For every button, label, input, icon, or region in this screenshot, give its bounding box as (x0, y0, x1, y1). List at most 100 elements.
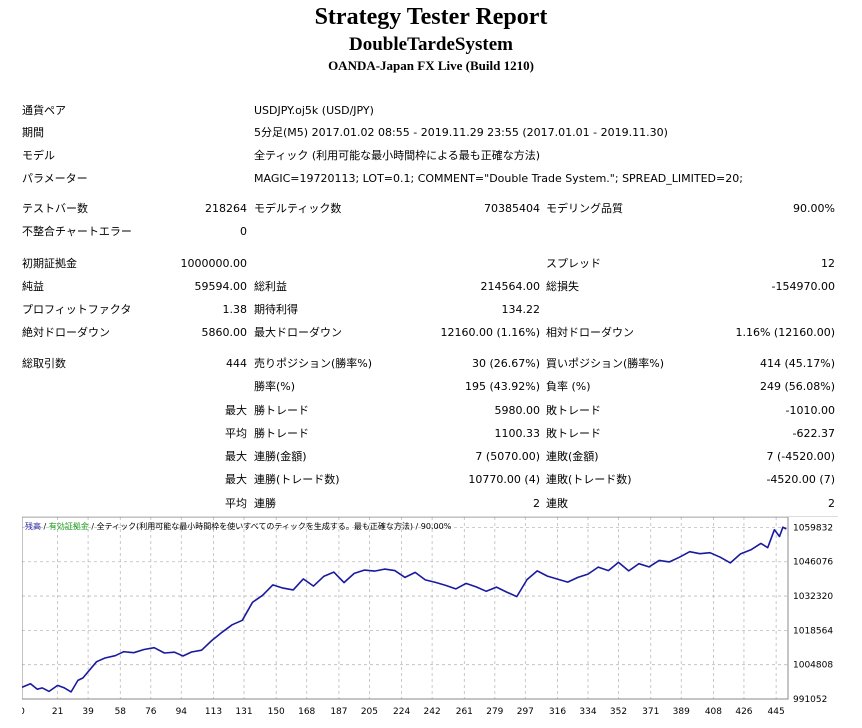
net-profit-value: 59594.00 (194, 280, 248, 293)
y-tick-label: 1046076 (793, 558, 833, 568)
ticks-label: モデルティック数 (254, 202, 342, 215)
x-tick-label: 352 (610, 707, 627, 717)
largest-qualifier: 最大 (225, 404, 247, 417)
x-tick-label: 316 (549, 707, 566, 717)
params-label: パラメーター (22, 172, 88, 185)
win-rate-label: 勝率(%) (254, 380, 296, 393)
report-title: Strategy Tester Report (314, 4, 548, 30)
bars-label: テストバー数 (22, 202, 88, 215)
average-consecutive-qualifier: 平均 (225, 497, 247, 510)
x-tick-label: 0 (22, 707, 25, 717)
avg-consecutive-losses-value: 2 (828, 497, 835, 510)
loss-rate-value: 249 (56.08%) (759, 380, 835, 393)
x-tick-label: 334 (579, 707, 596, 717)
mismatch-label: 不整合チャートエラー (22, 225, 132, 238)
params-value: MAGIC=19720113; LOT=0.1; COMMENT="Double… (254, 172, 743, 185)
x-tick-label: 426 (735, 707, 752, 717)
symbol-value: USDJPY.oj5k (USD/JPY) (254, 104, 374, 117)
chart-grid (21, 517, 788, 700)
consecutive-losses-count-label: 連敗(トレード数) (546, 473, 632, 486)
chart-background (22, 517, 838, 725)
x-tick-label: 205 (361, 707, 378, 717)
y-tick-label: 1059832 (793, 523, 833, 533)
gross-loss-label: 総損失 (546, 280, 579, 293)
absolute-drawdown-value: 5860.00 (201, 326, 248, 339)
quality-value: 90.00% (793, 202, 835, 215)
x-tick-label: 371 (642, 707, 659, 717)
bars-value: 218264 (205, 202, 247, 215)
gross-loss-value: -154970.00 (771, 280, 835, 293)
max-consecutive-qualifier: 最大 (225, 450, 247, 463)
x-tick-label: 279 (486, 707, 503, 717)
series-line-balance (21, 526, 787, 693)
average-win-label: 勝トレード (254, 427, 309, 440)
spread-value: 12 (821, 257, 835, 270)
x-tick-label: 445 (768, 707, 785, 717)
profit-factor-label: プロフィットファクタ (22, 303, 132, 316)
maximal-drawdown-value: 12160.00 (1.16%) (440, 326, 540, 339)
largest-loss-value: -1010.00 (785, 404, 835, 417)
deposit-label: 初期証拠金 (22, 257, 77, 270)
legend-quality: 90.00% (421, 522, 452, 531)
legend: 残高 / 有効証拠金 / 全ティック(利用可能な最小時間枠を使いすべてのティック… (25, 521, 452, 531)
x-tick-label: 94 (176, 707, 188, 717)
expected-payoff-value: 134.22 (501, 303, 541, 316)
average-loss-label: 敗トレード (546, 427, 601, 440)
consecutive-losses-amount-label: 連敗(金額) (546, 450, 599, 463)
legend-sep-2: / (91, 522, 96, 531)
expert-name: DoubleTardeSystem (349, 34, 513, 55)
gross-profit-label: 総利益 (254, 280, 287, 293)
average-qualifier: 平均 (225, 427, 247, 440)
avg-consecutive-losses-label: 連敗 (546, 497, 568, 510)
avg-consecutive-wins-value: 2 (533, 497, 540, 510)
profit-factor-value: 1.38 (222, 303, 248, 316)
y-tick-label: 991052 (793, 695, 827, 705)
gross-profit-value: 214564.00 (480, 280, 541, 293)
long-positions-value: 414 (45.17%) (759, 357, 835, 370)
max-consecutive-count-qualifier: 最大 (225, 473, 247, 486)
consecutive-losses-count-value: -4520.00 (7) (766, 473, 835, 486)
consecutive-wins-count-label: 連勝(トレード数) (254, 473, 340, 486)
x-tick-label: 261 (456, 707, 473, 717)
legend-description: 全ティック(利用可能な最小時間枠を使いすべてのティックを生成する。最も正確な方法… (97, 521, 413, 531)
maximal-drawdown-label: 最大ドローダウン (254, 326, 342, 339)
x-tick-label: 76 (145, 707, 157, 717)
x-tick-label: 297 (517, 707, 534, 717)
consecutive-wins-amount-label: 連勝(金額) (254, 450, 307, 463)
average-loss-value: -622.37 (792, 427, 835, 440)
legend-equity: 有効証拠金 (49, 521, 89, 531)
symbol-label: 通貨ペア (22, 104, 66, 117)
model-label: モデル (22, 149, 55, 162)
consecutive-wins-count-value: 10770.00 (4) (468, 473, 540, 486)
balance-chart-svg: 991052 1004808 1018564 1032320 1046076 105983… (19, 516, 838, 725)
x-tick-label: 131 (235, 707, 252, 717)
relative-drawdown-label: 相対ドローダウン (546, 326, 634, 339)
long-positions-label: 買いポジション(勝率%) (546, 357, 665, 370)
largest-win-value: 5980.00 (494, 404, 541, 417)
x-tick-label: 150 (268, 707, 285, 717)
consecutive-wins-amount-value: 7 (5070.00) (475, 450, 540, 463)
period-value: 5分足(M5) 2017.01.02 08:55 - 2019.11.29 23… (254, 126, 668, 139)
legend-sep-3: / (416, 522, 421, 531)
mismatch-value: 0 (240, 225, 247, 238)
plot-frame (21, 516, 789, 700)
period-label: 期間 (22, 126, 44, 139)
quality-label: モデリング品質 (546, 202, 623, 215)
win-rate-value: 195 (43.92%) (464, 380, 540, 393)
avg-consecutive-wins-label: 連勝 (254, 497, 276, 510)
y-tick-label: 1018564 (793, 626, 833, 636)
loss-rate-label: 負率 (%) (546, 380, 591, 393)
short-positions-label: 売りポジション(勝率%) (254, 357, 373, 370)
x-tick-label: 389 (673, 707, 690, 717)
balance-chart: 991052 1004808 1018564 1032320 1046076 105983… (19, 516, 838, 725)
ticks-value: 70385404 (484, 202, 540, 215)
relative-drawdown-value: 1.16% (12160.00) (735, 326, 835, 339)
x-tick-label: 408 (705, 707, 722, 717)
net-profit-label: 純益 (22, 280, 44, 293)
chart-ticks: 991052 1004808 1018564 1032320 1046076 105983… (19, 523, 833, 717)
x-tick-label: 113 (205, 707, 222, 717)
chart-marks (21, 526, 787, 693)
largest-win-label: 勝トレード (254, 404, 309, 417)
broker-server: OANDA-Japan FX Live (Build 1210) (328, 58, 534, 73)
x-tick-label: 21 (52, 707, 63, 717)
